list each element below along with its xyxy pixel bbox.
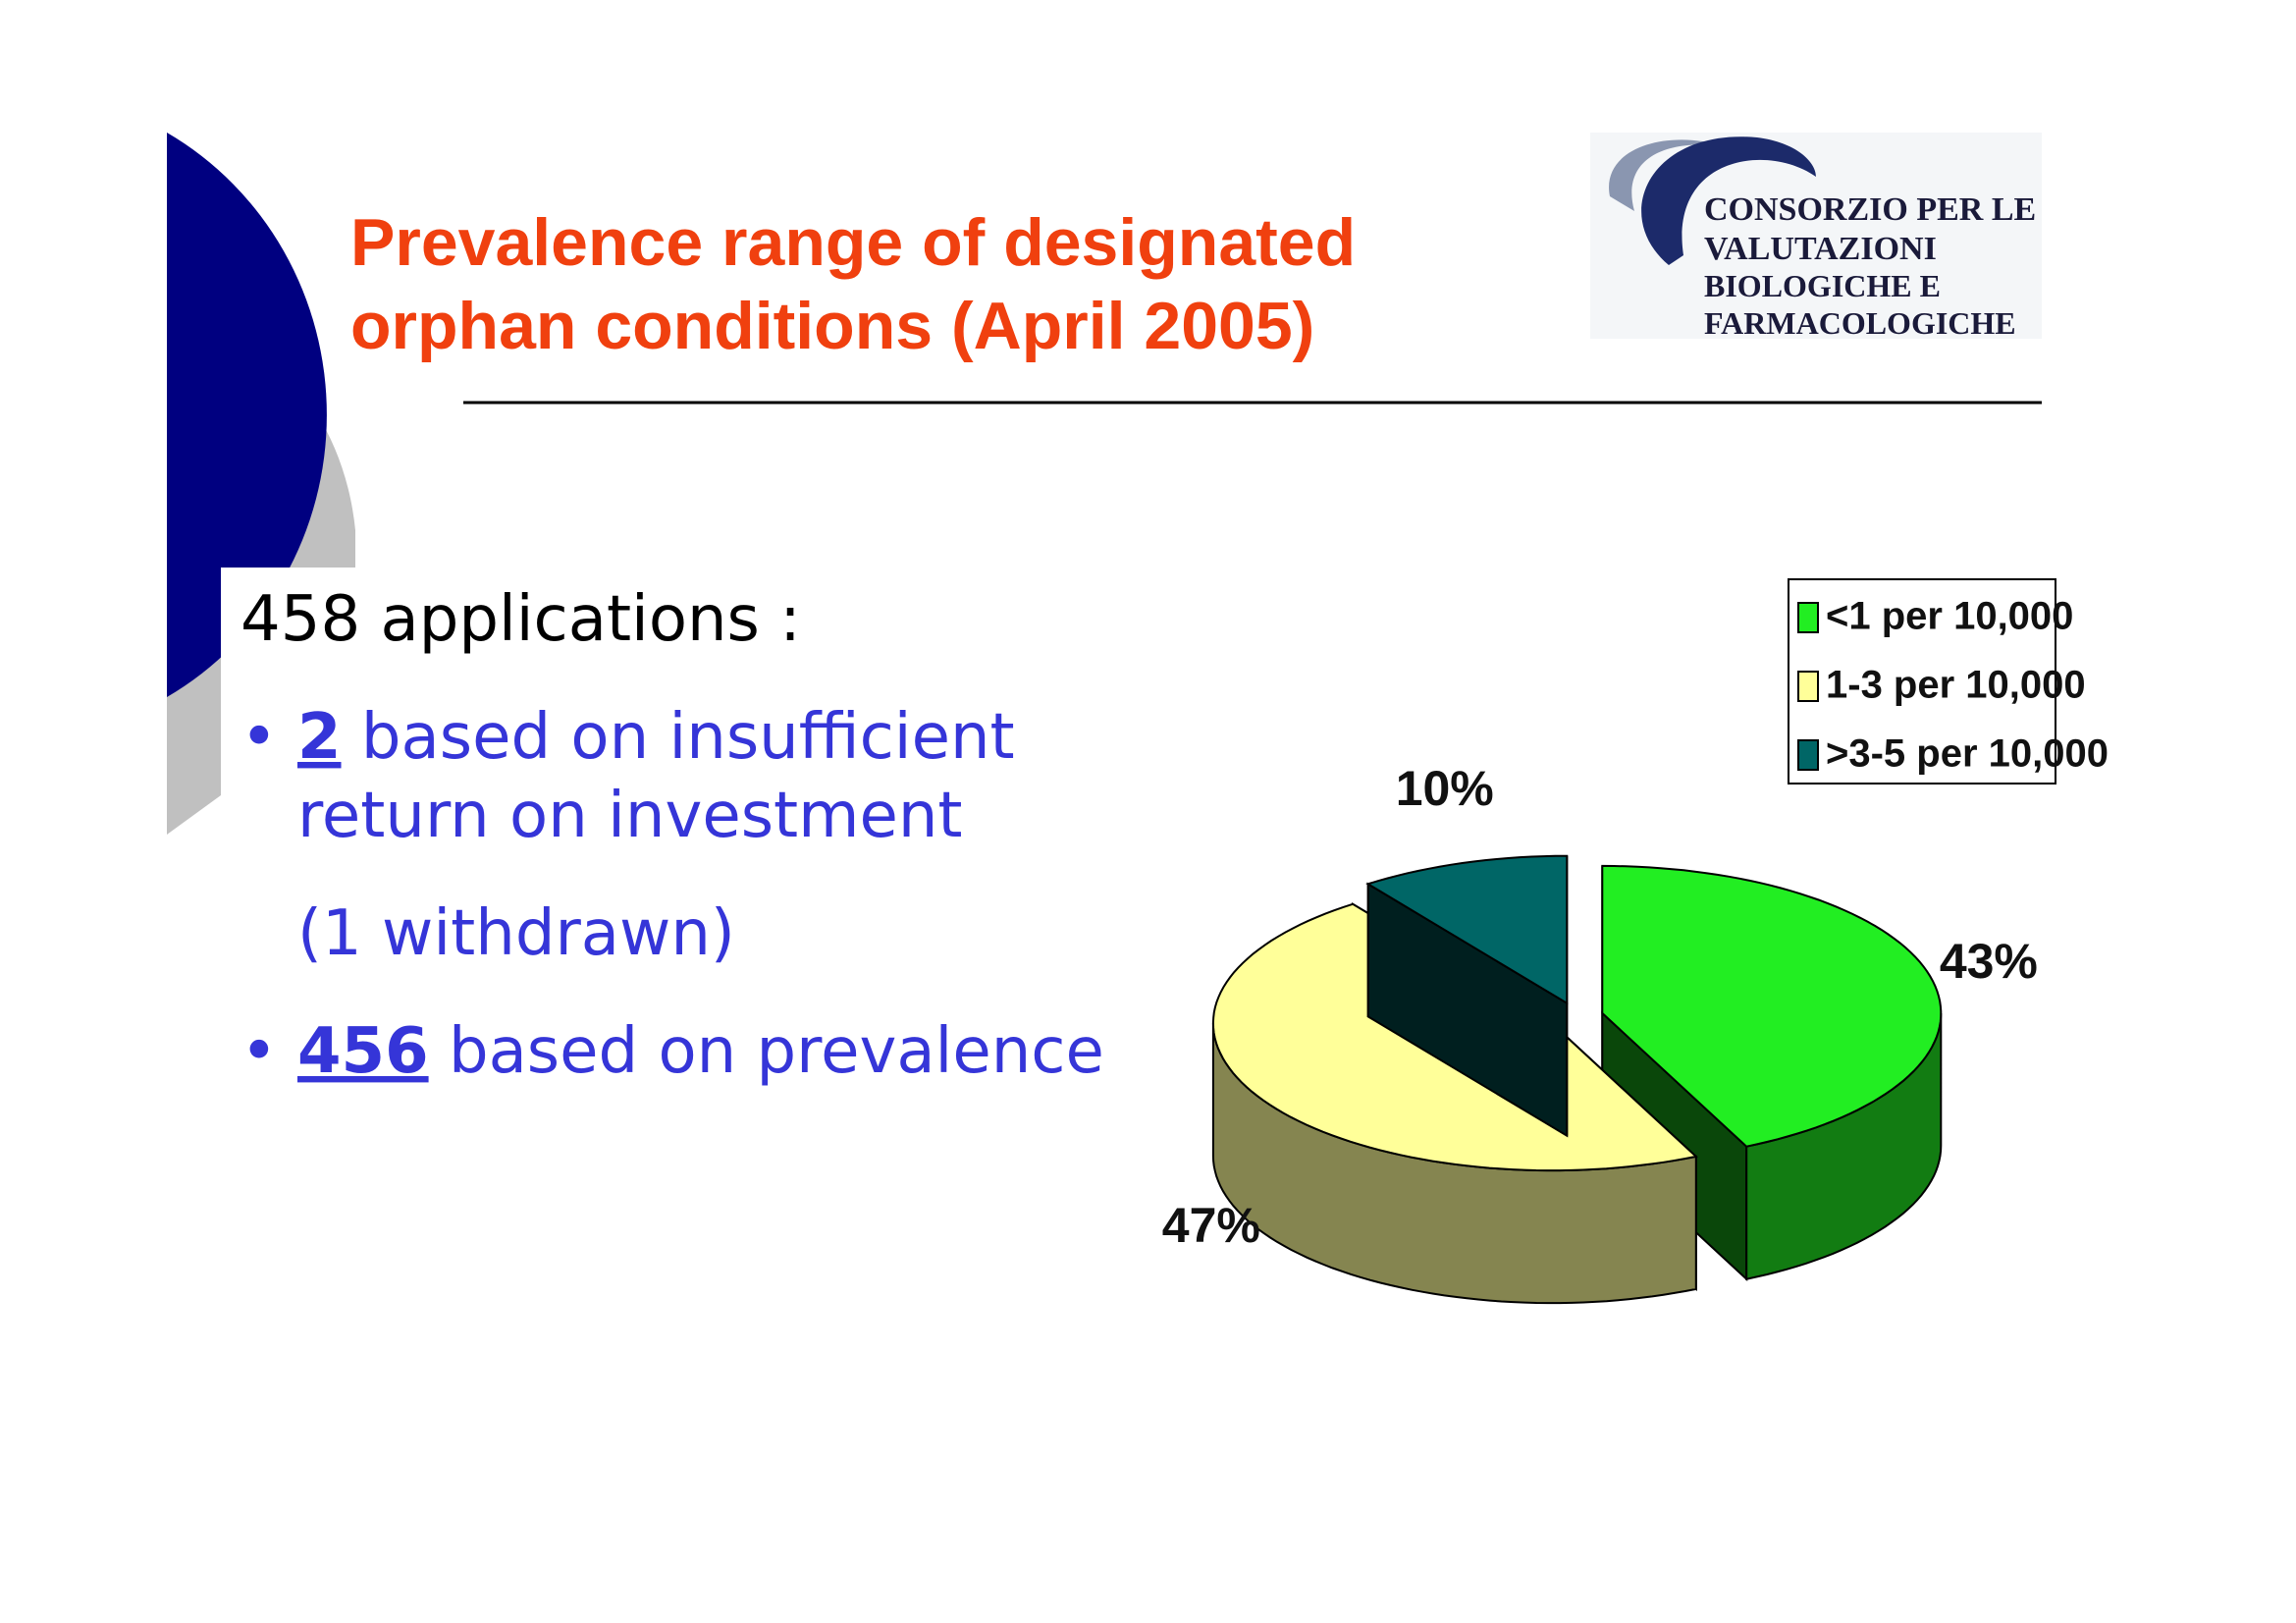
bullet-continuation: return on investment <box>297 780 963 852</box>
logo-swoosh <box>1641 136 1816 265</box>
data-label: 47% <box>1162 1198 1260 1253</box>
logo-text: CONSORZIO PER LE <box>1704 191 2036 228</box>
legend-swatch <box>1797 671 1819 702</box>
legend-swatch <box>1797 739 1819 771</box>
title-line: Prevalence range of designated <box>350 205 1356 280</box>
legend-swatch <box>1797 602 1819 633</box>
slice-top <box>1601 864 1943 1148</box>
title-line: orphan conditions (April 2005) <box>350 289 1314 363</box>
legend-label: 1-3 per 10,000 <box>1826 664 2086 707</box>
data-label: 10% <box>1396 761 1494 816</box>
bullet-number: 456 <box>297 1015 429 1088</box>
slice-top <box>1365 854 1569 1005</box>
bullet-note: (1 withdrawn) <box>297 897 735 970</box>
data-label: 43% <box>1940 934 2038 989</box>
bullet-text: based on prevalence <box>429 1015 1104 1088</box>
legend-box <box>1788 578 2056 784</box>
bullet-line: 2 based on insufficient <box>297 701 1015 774</box>
legend-label: >3-5 per 10,000 <box>1826 732 2109 776</box>
decor-navy <box>167 133 327 697</box>
legend-label: <1 per 10,000 <box>1826 595 2073 638</box>
bullet-number: 2 <box>297 701 342 774</box>
text-panel <box>221 568 1202 1157</box>
intro-text: 458 applications : <box>240 583 801 656</box>
bullet-dot: • <box>240 701 278 774</box>
bullet-line: 456 based on prevalence <box>297 1015 1104 1088</box>
pie-slice <box>1365 854 1569 1138</box>
pie-chart: 43% 47% 10% <1 per 10,000 1-3 per 10,000 >3-5… <box>1162 578 2109 1305</box>
logo-swoosh <box>1609 139 1728 211</box>
legend: <1 per 10,000 1-3 per 10,000 >3-5 per 10,0… <box>1788 578 2109 784</box>
logo-text: FARMACOLOGICHE <box>1704 305 2016 341</box>
bullet-dot: • <box>240 1015 278 1088</box>
logo: CONSORZIO PER LE VALUTAZIONI BIOLOGICHE … <box>1590 133 2042 341</box>
bullet-text: based on insufficient <box>342 701 1015 774</box>
logo-text: BIOLOGICHE E <box>1704 268 1941 303</box>
logo-text: VALUTAZIONI <box>1704 231 1937 267</box>
